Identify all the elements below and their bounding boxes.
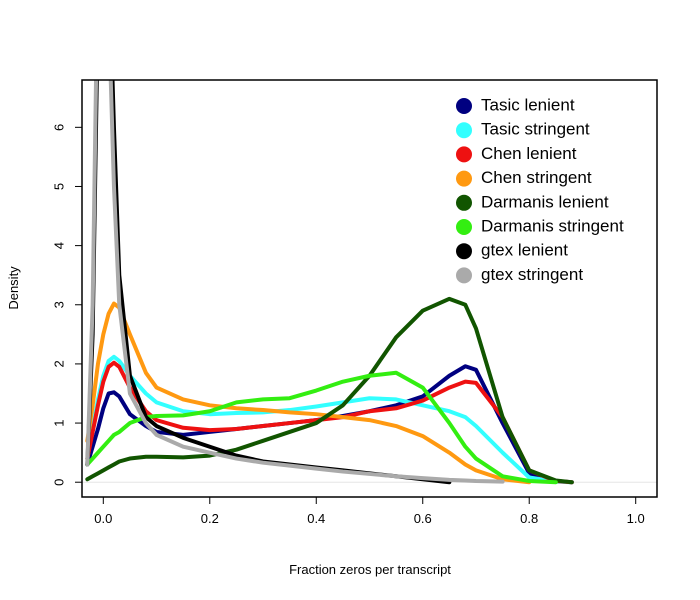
legend-label: Darmanis lenient — [481, 192, 609, 211]
legend-marker — [456, 146, 472, 163]
series-line — [85, 80, 505, 484]
x-axis-label: Fraction zeros per transcript — [289, 562, 451, 577]
legend-label: gtex lenient — [481, 241, 568, 260]
legend-label: Tasic stringent — [481, 120, 590, 139]
x-tick-label: 0.4 — [307, 511, 325, 526]
legend-marker — [456, 267, 472, 284]
y-tick-label: 0 — [51, 479, 66, 486]
legend-marker — [456, 219, 472, 235]
series-line — [85, 296, 574, 485]
series-line — [85, 364, 574, 485]
y-axis-label: Density — [6, 266, 21, 310]
x-tick-label: 0.8 — [520, 511, 538, 526]
x-tick-label: 0.0 — [94, 511, 112, 526]
legend-marker — [456, 243, 472, 260]
legend-label: Chen lenient — [481, 144, 577, 163]
series-line — [85, 370, 558, 485]
plot-lines — [85, 80, 574, 485]
plot-frame — [81, 79, 658, 498]
legend-label: Tasic lenient — [481, 95, 575, 114]
x-tick-label: 0.6 — [414, 511, 432, 526]
y-tick-label: 2 — [51, 360, 66, 367]
series-line — [85, 354, 574, 485]
y-tick-label: 1 — [51, 419, 66, 426]
legend-marker — [456, 122, 472, 139]
y-tick-label: 4 — [51, 242, 66, 249]
x-tick-label: 0.2 — [201, 511, 219, 526]
series-line — [85, 301, 532, 485]
legend-marker — [456, 98, 472, 114]
legend-label: Chen stringent — [481, 168, 592, 187]
series-line — [85, 360, 574, 485]
legend-marker — [456, 194, 472, 211]
y-tick-label: 3 — [51, 301, 66, 308]
y-tick-label: 6 — [51, 124, 66, 131]
legend-label: gtex stringent — [481, 265, 583, 284]
legend-marker — [456, 170, 472, 187]
legend-label: Darmanis stringent — [481, 216, 624, 235]
x-tick-label: 1.0 — [627, 511, 645, 526]
y-tick-label: 5 — [51, 183, 66, 190]
